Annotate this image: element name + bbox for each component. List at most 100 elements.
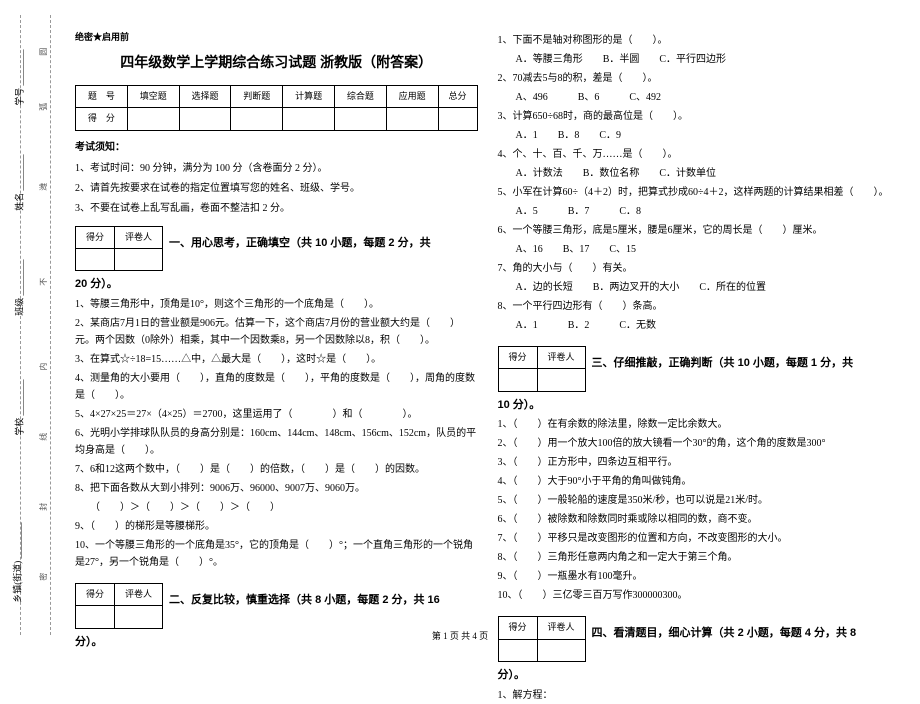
score-row-label: 得 分 (76, 108, 128, 130)
notice-item: 3、不要在试卷上乱写乱画，卷面不整洁扣 2 分。 (75, 200, 478, 217)
notice-heading: 考试须知： (75, 139, 478, 156)
fill-question: 4、测量角的大小要用（ ），直角的度数是（ ），平角的度数是（ ），周角的度数是… (75, 370, 478, 404)
mini-header: 得分 (498, 347, 537, 369)
score-cell (334, 108, 386, 130)
mini-header: 评卷人 (115, 226, 163, 248)
choice-options: A．1 B．2 C．无数 (498, 317, 901, 334)
gutter-field-id: 学号 ________ (12, 50, 27, 106)
choice-options: A．1 B．8 C．9 (498, 127, 901, 144)
judge-question: 3、（ ）正方形中，四条边互相平行。 (498, 454, 901, 471)
gutter-mark: 潍 (37, 183, 51, 191)
fill-question: 9、（ ）的梯形是等腰梯形。 (75, 518, 478, 535)
section-heading-1-tail: 20 分）。 (75, 275, 478, 294)
score-header: 计算题 (283, 86, 335, 108)
gutter-mark: 内 (37, 363, 51, 371)
notice-item: 2、请首先按要求在试卷的指定位置填写您的姓名、班级、学号。 (75, 180, 478, 197)
judge-question: 10、（ ）三亿零三百万写作300000300。 (498, 587, 901, 604)
section-score-box: 得分评卷人 (75, 226, 163, 272)
score-header: 题 号 (76, 86, 128, 108)
mini-header: 得分 (76, 583, 115, 605)
judge-question: 5、（ ）一般轮船的速度是350米/秒，也可以说是21米/时。 (498, 492, 901, 509)
score-cell (438, 108, 477, 130)
choice-options: A、496 B、6 C、492 (498, 89, 901, 106)
score-header: 判断题 (231, 86, 283, 108)
confidential-mark: 绝密★启用前 (75, 30, 478, 45)
choice-question: 4、个、十、百、千、万……是（ ）。 (498, 146, 901, 163)
fill-question: 1、等腰三角形中，顶角是10°，则这个三角形的一个底角是（ ）。 (75, 296, 478, 313)
choice-question: 8、一个平行四边形有（ ）条高。 (498, 298, 901, 315)
judge-question: 7、（ ）平移只是改变图形的位置和方向，不改变图形的大小。 (498, 530, 901, 547)
column-left: 绝密★启用前 四年级数学上学期综合练习试题 浙教版（附答案） 题 号 填空题 选… (75, 30, 478, 630)
fill-question: 7、6和12这两个数中，（ ）是（ ）的倍数，（ ）是（ ）的因数。 (75, 461, 478, 478)
gutter-mark: 密 (37, 573, 51, 581)
score-cell (127, 108, 179, 130)
score-header: 应用题 (386, 86, 438, 108)
fill-question: 6、光明小学排球队队员的身高分别是：160cm、144cm、148cm、156c… (75, 425, 478, 459)
judge-question: 8、（ ）三角形任意两内角之和一定大于第三个角。 (498, 549, 901, 566)
table-row: 题 号 填空题 选择题 判断题 计算题 综合题 应用题 总分 (76, 86, 478, 108)
score-summary-table: 题 号 填空题 选择题 判断题 计算题 综合题 应用题 总分 得 分 (75, 85, 478, 131)
gutter-mark: 线 (37, 433, 51, 441)
choice-options: A．计数法 B．数位名称 C．计数单位 (498, 165, 901, 182)
section-heading-4-tail: 分）。 (498, 666, 901, 685)
fill-question: 3、在算式☆÷18=15……△中，△最大是（ ），这时☆是（ ）。 (75, 351, 478, 368)
fill-question: 2、某商店7月1日的营业额是906元。估算一下，这个商店7月份的营业额大约是（ … (75, 315, 478, 349)
gutter-mark: 弧 (37, 103, 51, 111)
score-header: 综合题 (334, 86, 386, 108)
gutter-field-name: 姓名 ________ (12, 155, 27, 211)
mini-header: 评卷人 (115, 583, 163, 605)
score-cell (386, 108, 438, 130)
gutter-field-town: 乡镇(街道) ________ (10, 523, 25, 603)
mini-header: 得分 (76, 226, 115, 248)
section-score-box: 得分评卷人 (498, 346, 586, 392)
gutter-mark: 封 (37, 503, 51, 511)
table-row: 得 分 (76, 108, 478, 130)
score-header: 填空题 (127, 86, 179, 108)
choice-options: A．边的长短 B．两边叉开的大小 C．所在的位置 (498, 279, 901, 296)
calc-question: 1、解方程： (498, 687, 901, 704)
judge-question: 9、（ ）一瓶墨水有100毫升。 (498, 568, 901, 585)
exam-page: 学号 ________ 姓名 ________ 班级 ________ 学校 _… (0, 0, 920, 650)
fill-question: 5、4×27×25＝27×（4×25）＝2700，这里运用了（ ）和（ ）。 (75, 406, 478, 423)
score-header: 选择题 (179, 86, 231, 108)
page-footer: 第 1 页 共 4 页 (0, 629, 920, 644)
mini-cell (537, 369, 585, 391)
notice-item: 1、考试时间：90 分钟，满分为 100 分（含卷面分 2 分）。 (75, 160, 478, 177)
choice-question: 7、角的大小与（ ）有关。 (498, 260, 901, 277)
mini-cell (76, 248, 115, 270)
section-score-box: 得分评卷人 (75, 583, 163, 629)
judge-question: 1、（ ）在有余数的除法里，除数一定比余数大。 (498, 416, 901, 433)
fill-question: （ ）＞（ ）＞（ ）＞（ ） (75, 499, 478, 516)
section-heading-3: 三、仔细推敲，正确判断（共 10 小题，每题 1 分，共 (592, 340, 854, 373)
judge-question: 6、（ ）被除数和除数同时乘或除以相同的数，商不变。 (498, 511, 901, 528)
gutter-mark: 圆 (37, 48, 51, 56)
fill-question: 10、一个等腰三角形的一个底角是35°，它的顶角是（ ）°；一个直角三角形的一个… (75, 537, 478, 571)
score-cell (283, 108, 335, 130)
choice-question: 3、计算650÷68时，商的最高位是（ ）。 (498, 108, 901, 125)
choice-options: A．等腰三角形 B．半圆 C．平行四边形 (498, 51, 901, 68)
judge-question: 4、（ ）大于90°小于平角的角叫做钝角。 (498, 473, 901, 490)
judge-question: 2、（ ）用一个放大100倍的放大镜看一个30°的角，这个角的度数是300° (498, 435, 901, 452)
gutter-field-school: 学校 ________ (12, 380, 27, 436)
choice-question: 1、下面不是轴对称图形的是（ ）。 (498, 32, 901, 49)
section-heading-1: 一、用心思考，正确填空（共 10 小题，每题 2 分，共 (169, 220, 431, 253)
section-heading-2: 二、反复比较，慎重选择（共 8 小题，每题 2 分，共 16 (169, 577, 440, 610)
fill-question: 8、把下面各数从大到小排列：9006万、96000、9007万、9060万。 (75, 480, 478, 497)
choice-question: 2、70减去5与8的积，差是（ ）。 (498, 70, 901, 87)
mini-cell (498, 369, 537, 391)
mini-cell (115, 248, 163, 270)
gutter-mark: 不 (37, 278, 51, 286)
exam-title: 四年级数学上学期综合练习试题 浙教版（附答案） (75, 51, 478, 75)
choice-options: A．5 B．7 C．8 (498, 203, 901, 220)
choice-question: 5、小军在计算60÷（4＋2）时，把算式抄成60÷4＋2，这样两题的计算结果相差… (498, 184, 901, 201)
score-cell (179, 108, 231, 130)
score-header: 总分 (438, 86, 477, 108)
mini-cell (115, 606, 163, 628)
choice-question: 6、一个等腰三角形，底是5厘米，腰是6厘米，它的周长是（ ）厘米。 (498, 222, 901, 239)
mini-header: 评卷人 (537, 347, 585, 369)
choice-options: A、16 B、17 C、15 (498, 241, 901, 258)
gutter-field-class: 班级 ________ (12, 260, 27, 316)
mini-cell (76, 606, 115, 628)
content-columns: 绝密★启用前 四年级数学上学期综合练习试题 浙教版（附答案） 题 号 填空题 选… (75, 30, 900, 630)
score-cell (231, 108, 283, 130)
